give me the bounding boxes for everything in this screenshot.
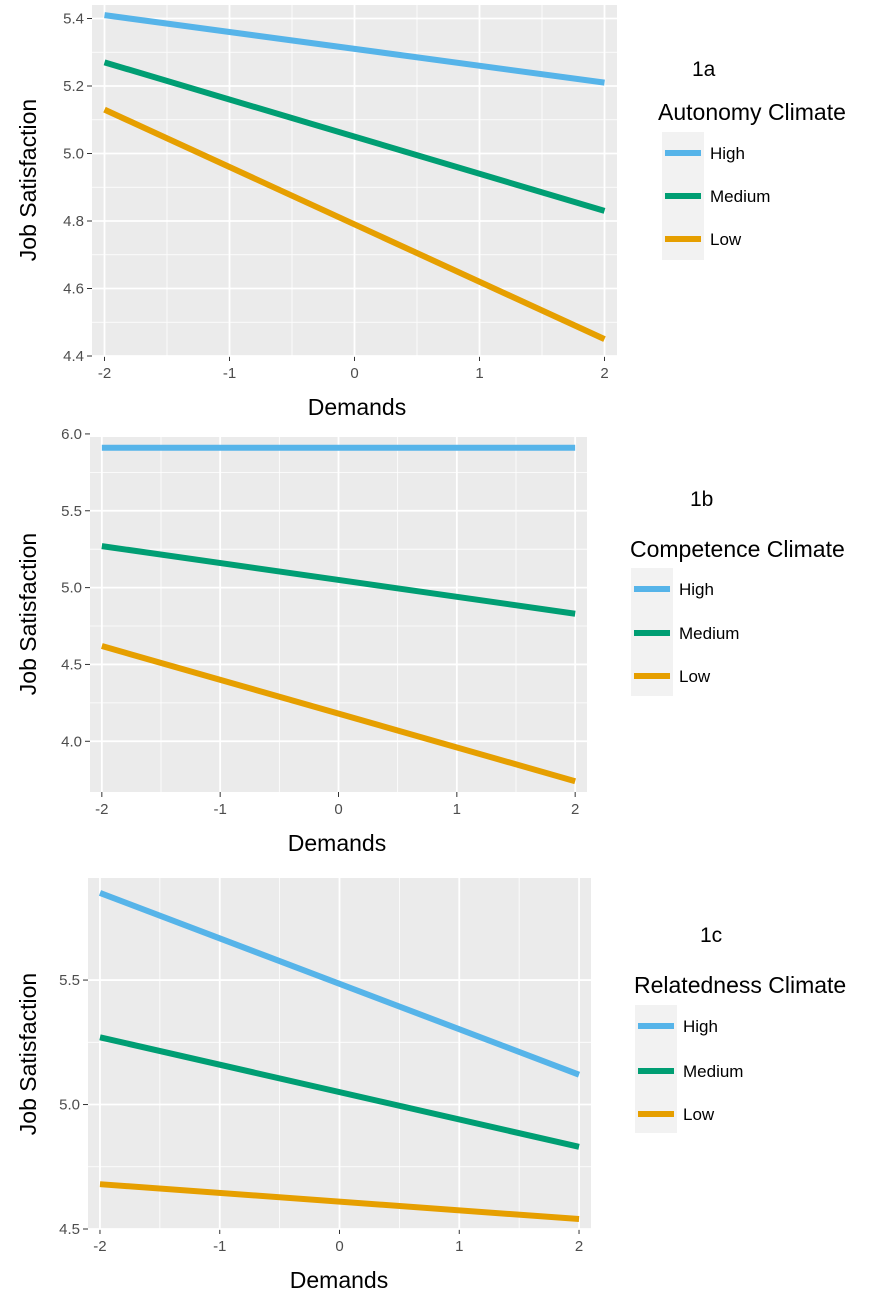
y-tick-label: 5.0 [61,580,82,597]
x-axis-title: Demands [290,1267,388,1293]
legend-label-medium: Medium [683,1062,743,1081]
chart-panel-1a: -2 -1 0 1 2 4.4 4.6 4.8 5.0 5.2 5.4 Demands Job Sati… [15,5,846,420]
series-line-low [99,1181,580,1223]
y-tick-label: 4.0 [61,733,82,750]
x-tick-label: 1 [455,1238,463,1255]
panel-label: 1c [700,924,722,947]
x-axis-title: Demands [288,830,386,856]
legend-title: Relatedness Climate [634,972,846,998]
legend-label-high: High [710,144,745,163]
y-axis-title: Job Satisfaction [15,533,41,695]
x-tick-label: 2 [571,801,579,818]
x-tick-label: -1 [213,801,226,818]
x-tick-label: 0 [350,365,358,382]
y-tick-label: 5.5 [59,972,80,989]
legend-label-high: High [683,1017,718,1036]
legend-label-low: Low [683,1105,715,1124]
y-tick-label: 4.5 [61,656,82,673]
x-tick-label: 2 [600,365,608,382]
y-tick-label: 6.0 [61,426,82,443]
y-axis-title: Job Satisfaction [15,973,41,1135]
y-tick-label: 5.0 [63,146,84,163]
series-line-medium [103,59,606,214]
legend: Autonomy Climate High Medium Low [658,99,846,260]
x-tick-label: 0 [335,1238,343,1255]
legend: Relatedness Climate High Medium Low [634,972,846,1133]
x-axis-title: Demands [308,394,406,420]
x-tick-label: 1 [453,801,461,818]
y-tick-label: 4.4 [63,348,84,365]
legend-label-medium: Medium [679,624,739,643]
chart-panel-1b: -2 -1 0 1 2 4.0 4.5 5.0 5.5 6.0 Demands Job Satisfa… [15,426,845,856]
y-tick-label: 5.2 [63,78,84,95]
x-tick-label: 2 [575,1238,583,1255]
x-tick-label: -2 [95,801,108,818]
y-tick-label: 5.5 [61,503,82,520]
legend-label-medium: Medium [710,187,770,206]
y-axis-title: Job Satisfaction [15,99,41,261]
x-tick-label: -1 [213,1238,226,1255]
series-line-medium [99,1034,580,1150]
legend-title: Autonomy Climate [658,99,846,125]
panel-label: 1b [690,488,713,511]
x-tick-label: -1 [223,365,236,382]
legend-label-low: Low [710,230,742,249]
y-tick-label: 4.5 [59,1221,80,1238]
series-line-high [104,12,605,86]
legend-label-low: Low [679,667,711,686]
chart-panel-1c: -2 -1 0 1 2 4.5 5.0 5.5 Demands Job Satisfaction 1… [15,878,846,1293]
series-line-low [101,643,576,785]
y-tick-label: 5.0 [59,1097,80,1114]
series-line-medium [101,543,576,617]
x-tick-label: -2 [93,1238,106,1255]
x-tick-label: 1 [475,365,483,382]
x-tick-label: 0 [334,801,342,818]
legend-title: Competence Climate [630,536,845,562]
y-tick-label: 4.6 [63,281,84,298]
x-tick-label: -2 [98,365,111,382]
series-line-high [98,890,581,1078]
legend-label-high: High [679,580,714,599]
panel-label: 1a [692,58,716,81]
legend: Competence Climate High Medium Low [630,536,845,696]
y-tick-label: 5.4 [63,11,84,28]
y-tick-label: 4.8 [63,213,84,230]
series-line-low [103,106,606,342]
